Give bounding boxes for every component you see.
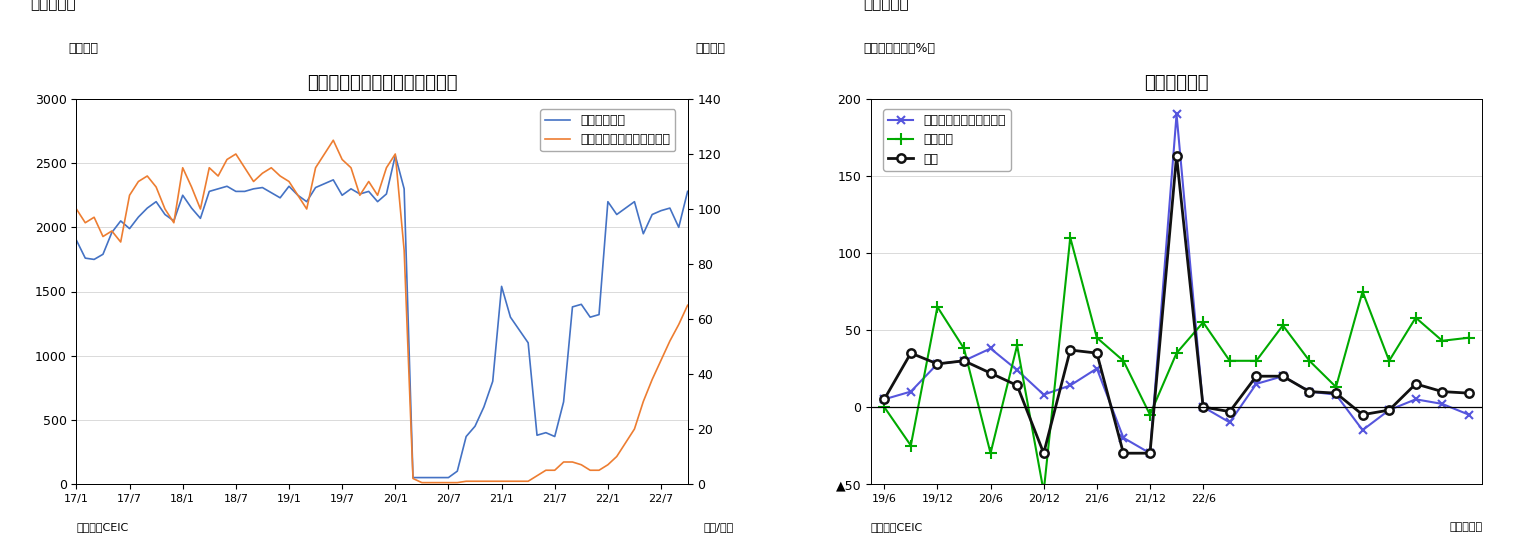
Title: 国内線旅客数と外国人訪問者数: 国内線旅客数と外国人訪問者数	[307, 74, 457, 92]
Text: （年/月）: （年/月）	[703, 522, 733, 532]
Title: 中央政府支出: 中央政府支出	[1144, 74, 1209, 92]
Text: （前年同期比、%）: （前年同期比、%）	[863, 42, 935, 55]
Text: （万人）: （万人）	[69, 42, 99, 55]
Text: （資料）CEIC: （資料）CEIC	[871, 522, 923, 532]
Text: （四半期）: （四半期）	[1449, 522, 1482, 532]
Text: （図表４）: （図表４）	[863, 0, 909, 11]
Text: （万人）: （万人）	[695, 42, 726, 55]
Legend: 経常支出（利払い除く）, 資本支出, 歳出: 経常支出（利払い除く）, 資本支出, 歳出	[883, 109, 1012, 170]
Text: （資料）CEIC: （資料）CEIC	[76, 522, 128, 532]
Legend: 国内線旅客数, 外国人訪問者数（右目盛）: 国内線旅客数, 外国人訪問者数（右目盛）	[541, 109, 675, 151]
Text: （図表３）: （図表３）	[31, 0, 76, 11]
